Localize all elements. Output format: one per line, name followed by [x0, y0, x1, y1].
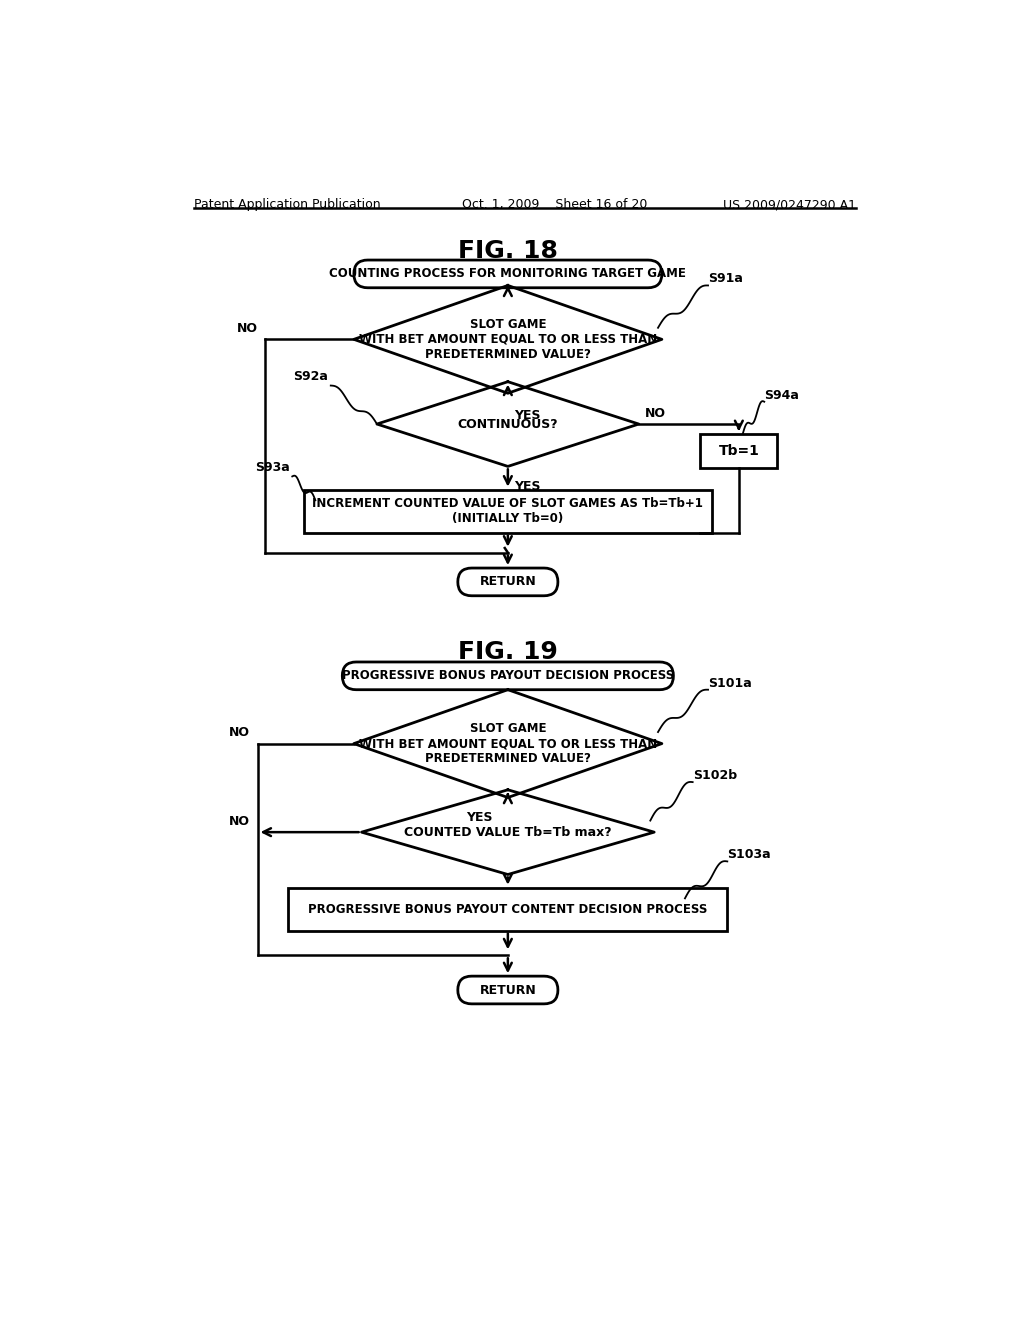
Text: RETURN: RETURN	[479, 983, 537, 997]
Bar	[304, 490, 712, 533]
Text: S94a: S94a	[764, 388, 799, 401]
Text: NO: NO	[229, 814, 250, 828]
Text: FIG. 19: FIG. 19	[458, 640, 558, 664]
Text: PROGRESSIVE BONUS PAYOUT DECISION PROCESS: PROGRESSIVE BONUS PAYOUT DECISION PROCES…	[342, 669, 674, 682]
FancyBboxPatch shape	[354, 260, 662, 288]
Text: CONTINUOUS?: CONTINUOUS?	[458, 417, 558, 430]
Text: YES: YES	[466, 812, 493, 825]
Text: YES: YES	[466, 888, 493, 902]
Text: NO: NO	[229, 726, 250, 739]
Bar	[700, 434, 777, 469]
Bar	[289, 887, 727, 931]
Text: Tb=1: Tb=1	[719, 444, 760, 458]
Text: SLOT GAME
WITH BET AMOUNT EQUAL TO OR LESS THAN
PREDETERMINED VALUE?: SLOT GAME WITH BET AMOUNT EQUAL TO OR LE…	[358, 318, 657, 360]
Text: COUNTED VALUE Tb=Tb max?: COUNTED VALUE Tb=Tb max?	[404, 825, 611, 838]
Text: US 2009/0247290 A1: US 2009/0247290 A1	[723, 198, 856, 211]
Text: S101a: S101a	[708, 677, 752, 689]
Text: COUNTING PROCESS FOR MONITORING TARGET GAME: COUNTING PROCESS FOR MONITORING TARGET G…	[330, 268, 686, 280]
FancyBboxPatch shape	[458, 977, 558, 1003]
Text: RETURN: RETURN	[479, 576, 537, 589]
Polygon shape	[354, 689, 662, 797]
Text: S91a: S91a	[708, 272, 743, 285]
Text: S92a: S92a	[294, 370, 329, 383]
FancyBboxPatch shape	[342, 663, 674, 689]
Text: Patent Application Publication: Patent Application Publication	[194, 198, 380, 211]
FancyBboxPatch shape	[458, 568, 558, 595]
Text: NO: NO	[645, 407, 666, 420]
Polygon shape	[377, 381, 639, 466]
Text: NO: NO	[237, 322, 258, 335]
Polygon shape	[354, 285, 662, 393]
Text: YES: YES	[514, 409, 541, 421]
Text: SLOT GAME
WITH BET AMOUNT EQUAL TO OR LESS THAN
PREDETERMINED VALUE?: SLOT GAME WITH BET AMOUNT EQUAL TO OR LE…	[358, 722, 657, 766]
Text: INCREMENT COUNTED VALUE OF SLOT GAMES AS Tb=Tb+1
(INITIALLY Tb=0): INCREMENT COUNTED VALUE OF SLOT GAMES AS…	[312, 498, 703, 525]
Text: S102b: S102b	[692, 770, 737, 781]
Polygon shape	[361, 789, 654, 875]
Text: YES: YES	[514, 480, 541, 494]
Text: Oct. 1, 2009    Sheet 16 of 20: Oct. 1, 2009 Sheet 16 of 20	[462, 198, 647, 211]
Text: S103a: S103a	[727, 849, 771, 862]
Text: FIG. 18: FIG. 18	[458, 239, 558, 263]
Text: S93a: S93a	[255, 461, 290, 474]
Text: PROGRESSIVE BONUS PAYOUT CONTENT DECISION PROCESS: PROGRESSIVE BONUS PAYOUT CONTENT DECISIO…	[308, 903, 708, 916]
